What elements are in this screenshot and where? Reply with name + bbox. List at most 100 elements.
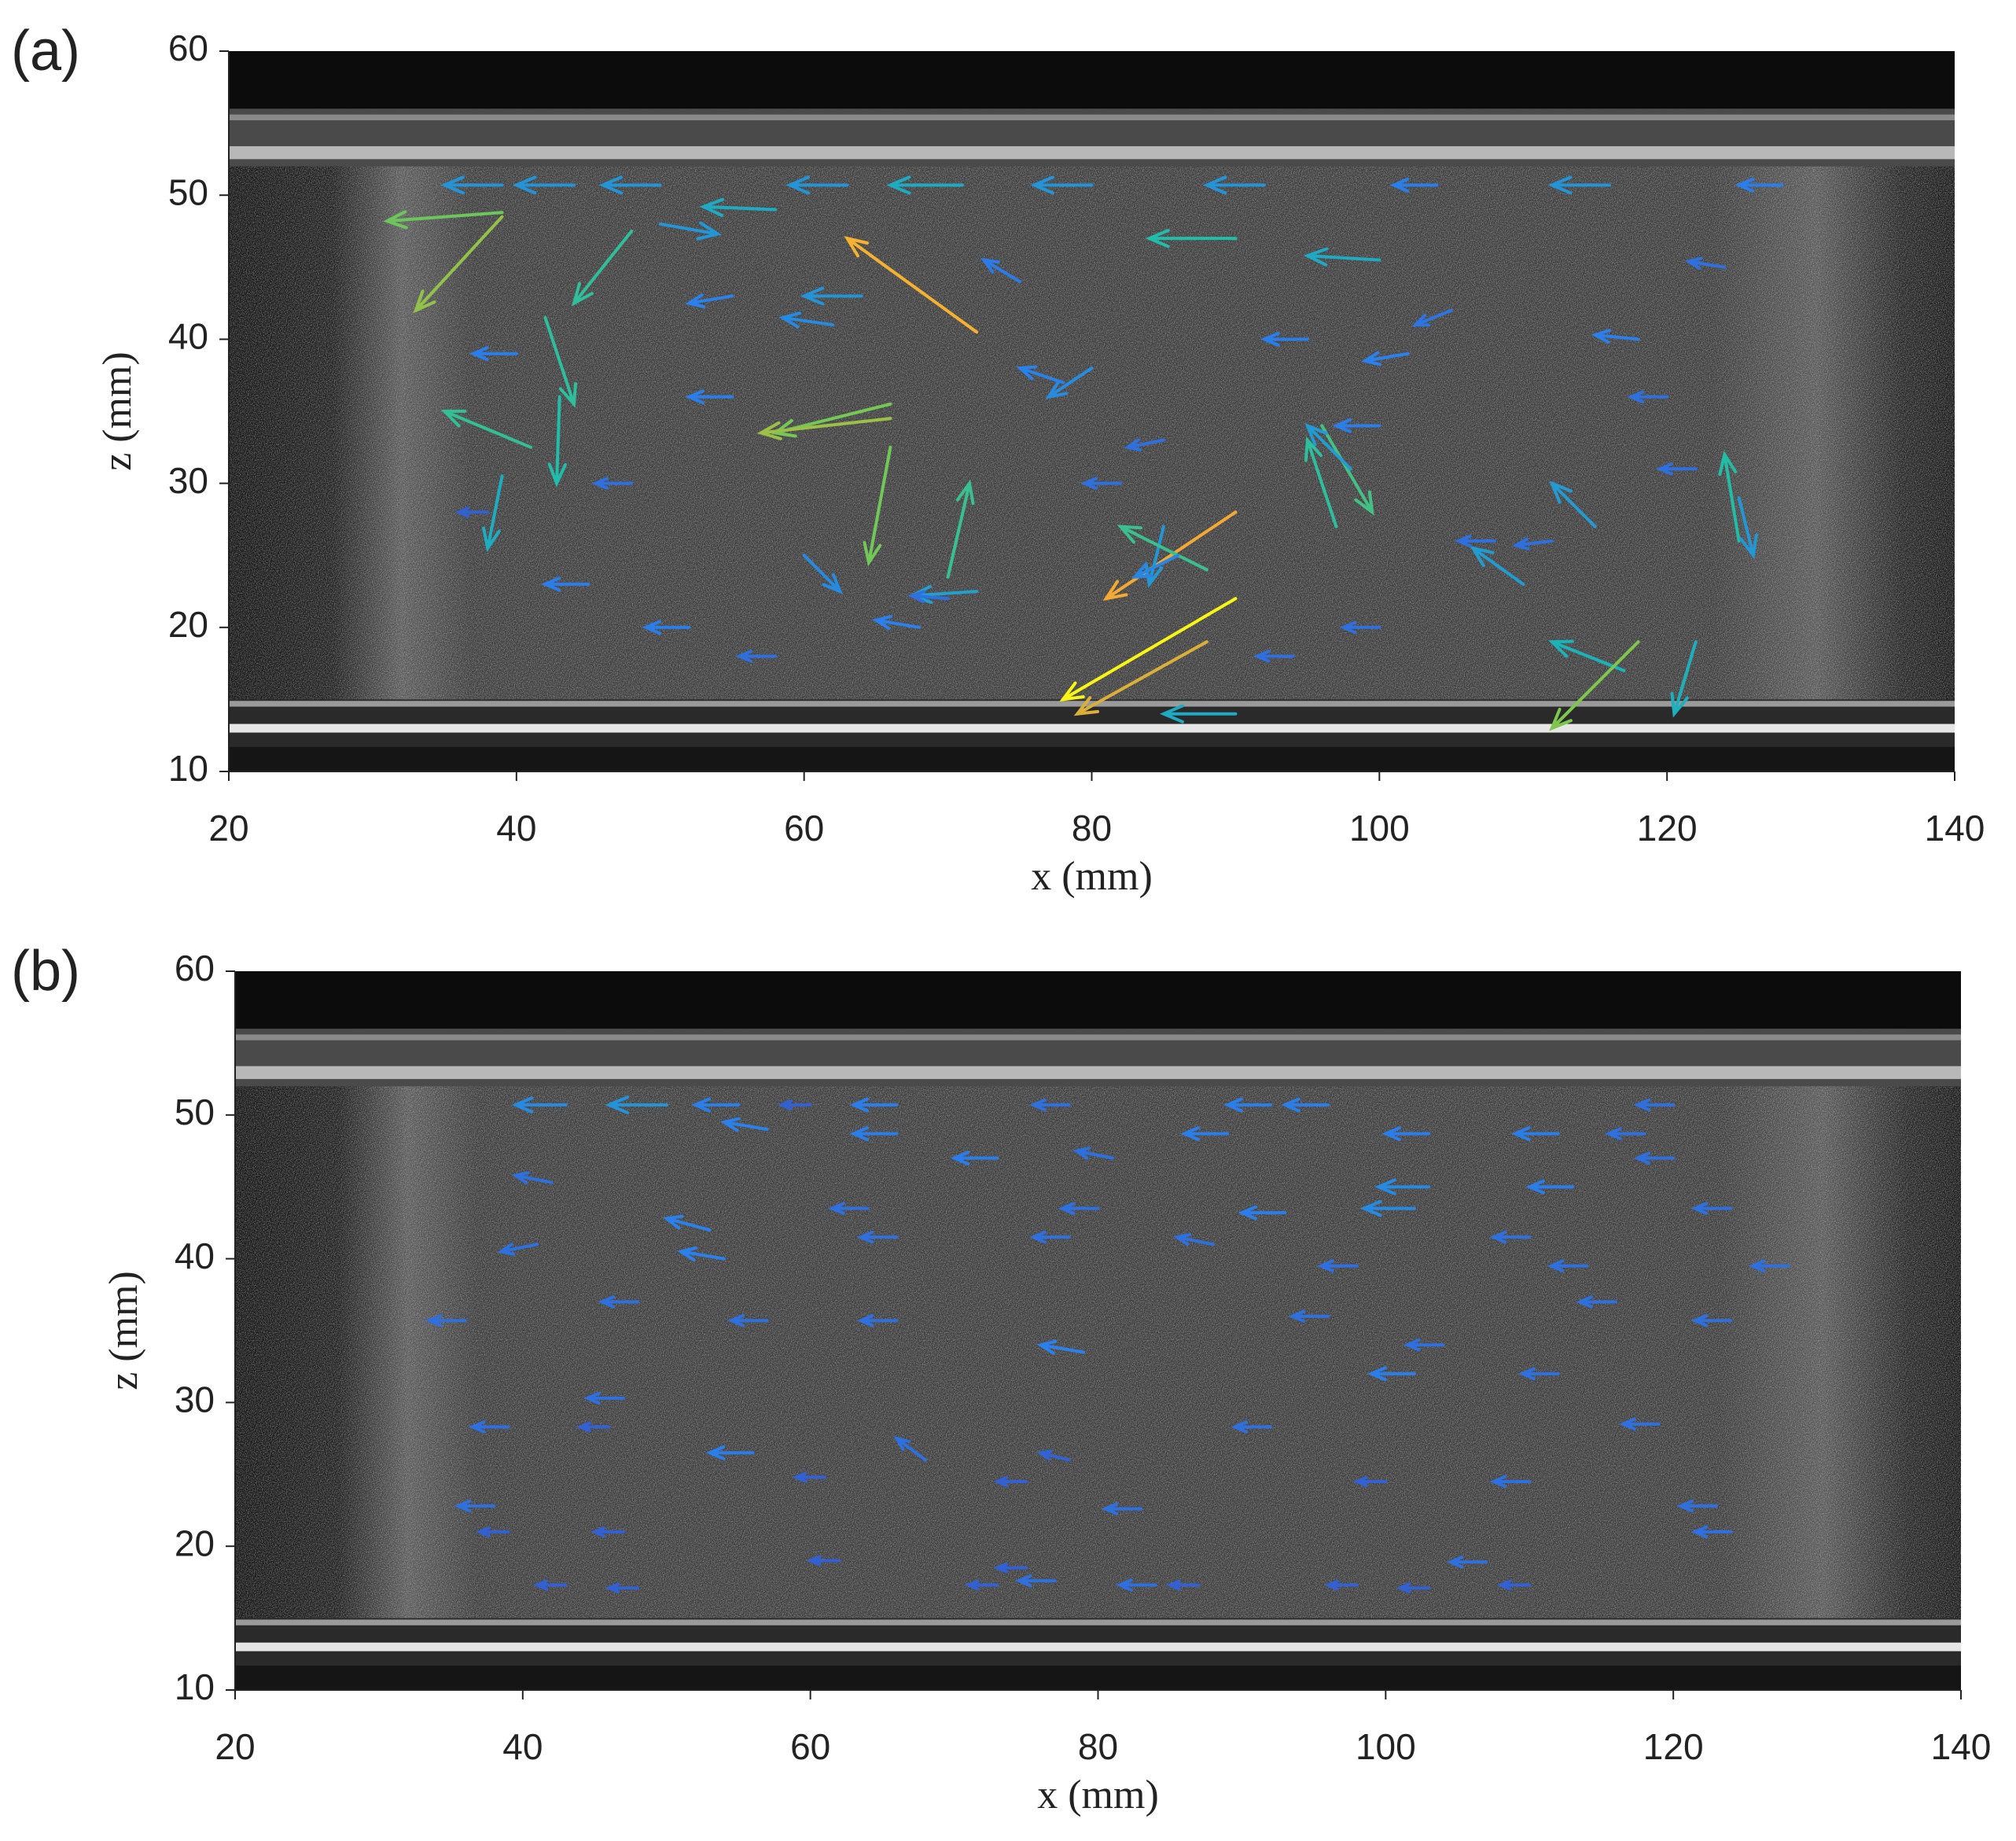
velocity-arrow xyxy=(1165,1579,1201,1591)
velocity-arrow xyxy=(827,1202,870,1215)
x-tick-label: 120 xyxy=(1643,1726,1704,1767)
velocity-arrow xyxy=(1489,1230,1532,1244)
velocity-arrow xyxy=(605,1095,668,1114)
velocity-arrow xyxy=(685,389,734,405)
velocity-arrow xyxy=(777,1099,812,1110)
velocity-arrow xyxy=(1016,365,1065,385)
x-tick-label: 80 xyxy=(1078,1726,1118,1767)
velocity-arrow xyxy=(475,1526,510,1537)
velocity-arrow xyxy=(576,1421,611,1433)
velocity-arrow xyxy=(425,1313,467,1327)
velocity-arrow xyxy=(1576,1295,1617,1309)
image-grain xyxy=(235,971,1961,1690)
velocity-arrow xyxy=(1320,424,1374,516)
velocity-arrow xyxy=(785,175,849,195)
velocity-arrow xyxy=(662,1214,712,1232)
velocity-arrow xyxy=(543,315,578,408)
velocity-arrow xyxy=(856,1230,899,1244)
velocity-arrow xyxy=(1231,1420,1272,1434)
velocity-arrow xyxy=(497,1243,539,1256)
velocity-arrow xyxy=(541,576,590,592)
velocity-arrow xyxy=(993,1562,1028,1574)
velocity-arrow xyxy=(1352,1475,1388,1487)
velocity-arrow xyxy=(1676,1499,1719,1513)
image-bottom-dark xyxy=(235,1665,1961,1690)
velocity-arrow xyxy=(993,1475,1028,1487)
velocity-arrow xyxy=(946,479,975,579)
velocity-arrow xyxy=(1029,1098,1071,1112)
velocity-arrow xyxy=(964,1579,999,1591)
velocity-arrow xyxy=(872,615,921,631)
velocity-arrow xyxy=(886,175,964,195)
x-tick-label: 100 xyxy=(1349,808,1410,849)
velocity-arrow xyxy=(1690,1313,1733,1327)
velocity-arrow xyxy=(1547,1259,1589,1272)
velocity-arrow xyxy=(1549,640,1640,731)
velocity-arrow xyxy=(1288,1309,1330,1323)
velocity-arrow xyxy=(1316,1259,1359,1272)
x-tick-label: 60 xyxy=(790,1726,830,1767)
velocity-arrow xyxy=(1124,438,1165,452)
velocity-arrow xyxy=(802,554,844,595)
velocity-arrow xyxy=(1115,1578,1157,1592)
velocity-arrow xyxy=(1223,1097,1272,1113)
velocity-arrow xyxy=(691,1097,741,1113)
velocity-arrow xyxy=(1159,704,1238,724)
velocity-arrow xyxy=(1304,422,1352,471)
velocity-arrow xyxy=(844,236,979,334)
image-top-line xyxy=(235,1066,1961,1080)
velocity-arrow xyxy=(1324,1579,1359,1591)
velocity-arrow xyxy=(849,1126,899,1142)
image-top-line xyxy=(229,114,1955,120)
y-axis-label: z (mm) xyxy=(101,1271,146,1390)
velocity-arrow xyxy=(454,1499,496,1513)
velocity-arrow xyxy=(1748,1259,1790,1272)
velocity-arrow xyxy=(1470,546,1525,586)
y-tick-label: 20 xyxy=(175,1523,215,1563)
velocity-arrow xyxy=(1489,1475,1532,1489)
velocity-arrow xyxy=(571,230,634,307)
velocity-arrow xyxy=(1735,177,1784,193)
velocity-arrow xyxy=(1446,1556,1488,1569)
velocity-arrow xyxy=(1059,597,1238,701)
velocity-arrow xyxy=(1549,480,1597,528)
y-tick-label: 50 xyxy=(175,1092,215,1132)
velocity-arrow xyxy=(440,175,504,195)
velocity-arrow xyxy=(1359,1199,1416,1217)
velocity-arrow xyxy=(705,1445,755,1460)
velocity-arrow xyxy=(1619,1417,1661,1431)
velocity-arrow xyxy=(1718,450,1741,543)
velocity-arrow xyxy=(1548,639,1626,672)
velocity-arrow xyxy=(950,1151,999,1166)
velocity-arrow xyxy=(547,395,567,488)
velocity-arrow xyxy=(598,175,662,195)
y-tick-label: 60 xyxy=(175,948,215,989)
velocity-arrow xyxy=(792,1471,826,1483)
image-top-dark xyxy=(229,51,1955,109)
velocity-arrow xyxy=(1670,640,1698,718)
velocity-arrow xyxy=(1180,1126,1230,1142)
x-axis-label: x (mm) xyxy=(1037,1773,1159,1817)
image-top-dark xyxy=(235,971,1961,1029)
velocity-arrow xyxy=(658,221,722,241)
velocity-arrow xyxy=(1101,1502,1143,1515)
x-tick-label: 100 xyxy=(1356,1726,1416,1767)
velocity-arrow xyxy=(1396,1582,1431,1594)
velocity-arrow xyxy=(1684,256,1727,271)
velocity-arrow xyxy=(856,1313,899,1327)
velocity-arrow xyxy=(1238,1205,1287,1221)
velocity-arrow xyxy=(1454,534,1496,548)
image-bottom-line xyxy=(235,1619,1961,1626)
x-tick-label: 20 xyxy=(208,808,248,849)
velocity-arrow xyxy=(719,1117,769,1132)
velocity-arrow xyxy=(1518,1367,1560,1381)
velocity-arrow xyxy=(1403,1338,1445,1352)
velocity-arrow xyxy=(583,1391,625,1405)
velocity-arrow xyxy=(778,311,835,329)
velocity-arrow xyxy=(605,1582,640,1594)
velocity-arrow xyxy=(756,417,892,440)
image-bottom-line xyxy=(229,701,1955,707)
